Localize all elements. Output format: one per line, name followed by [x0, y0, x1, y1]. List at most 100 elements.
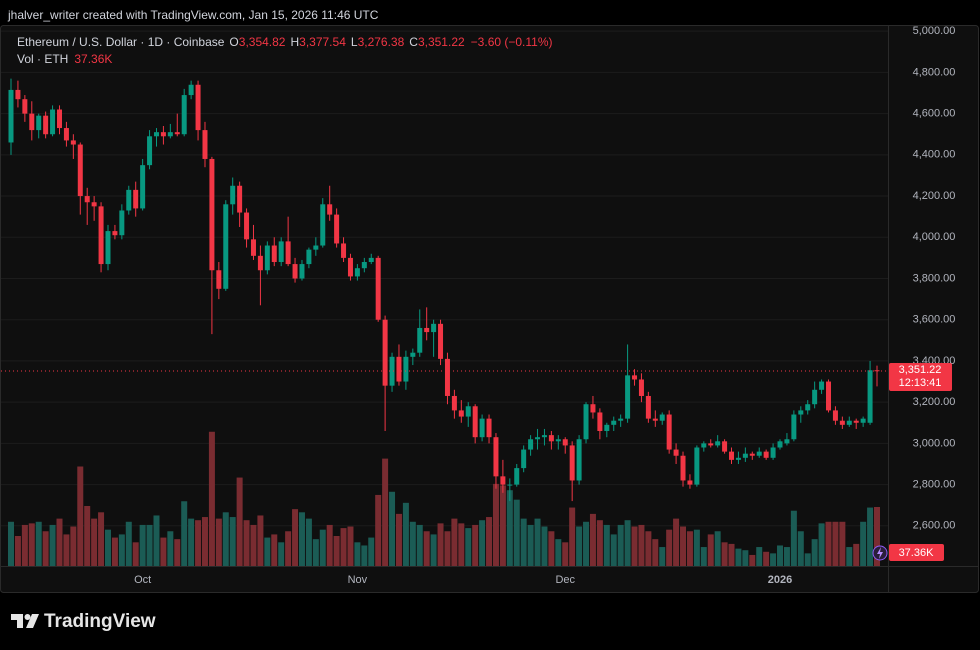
candle-body [91, 202, 97, 207]
candle-body [36, 115, 42, 131]
candle-body [666, 414, 672, 450]
candle-body [354, 268, 360, 277]
candle-body [625, 375, 631, 419]
volume-bar [8, 521, 14, 566]
volume-bar [382, 458, 389, 566]
candle-body [451, 395, 457, 411]
candle-body [770, 447, 776, 458]
candle-body [479, 418, 485, 438]
candle-body [465, 406, 471, 417]
candle-body [638, 379, 644, 396]
candle-body [56, 109, 62, 129]
volume-bar [444, 531, 451, 566]
candle-body [320, 204, 326, 246]
candle-body [555, 439, 561, 442]
candle-body [826, 381, 832, 411]
candle-body [278, 241, 284, 263]
candle-body [763, 451, 769, 458]
candle-body [271, 245, 277, 263]
countdown: 12:13:41 [899, 377, 942, 389]
volume-bar [645, 531, 652, 566]
volume-bar [513, 499, 520, 566]
volume-bar [181, 501, 188, 566]
volume-bar [728, 543, 735, 566]
y-tick-label: 4,800.00 [913, 66, 956, 78]
candle-body [244, 212, 250, 240]
volume-bar [534, 518, 541, 566]
volume-bar [278, 542, 285, 566]
tradingview-logo: TradingView [11, 611, 156, 632]
candle-body [306, 249, 312, 265]
candle-body [375, 257, 381, 320]
candle-body [112, 231, 118, 236]
volume-legend-value: 37.36K [74, 52, 112, 66]
y-tick-label: 3,600.00 [913, 314, 956, 326]
volume-bar [188, 518, 195, 566]
volume-bar [804, 553, 811, 566]
volume-bar [264, 537, 271, 566]
volume-bar [680, 526, 687, 566]
candle-body [652, 418, 658, 421]
candle-body [153, 132, 159, 137]
candle-body [105, 231, 111, 265]
volume-bar [125, 521, 132, 566]
candle-body [403, 356, 409, 382]
candle-body [846, 420, 852, 425]
volume-bar [368, 537, 375, 566]
x-tick-label: Dec [555, 574, 575, 586]
candle-body [458, 410, 464, 417]
volume-bar [874, 507, 880, 566]
candle-body [853, 420, 859, 423]
volume-bar [437, 523, 444, 566]
candle-body [687, 480, 693, 485]
volume-bar [167, 531, 174, 566]
candle-body [486, 418, 492, 438]
volume-bar [271, 534, 278, 566]
candle-body [147, 136, 153, 166]
volume-bar [458, 523, 465, 566]
volume-bar [631, 526, 638, 566]
volume-bar [763, 551, 770, 566]
volume-bar [63, 534, 70, 566]
volume-bar [659, 547, 666, 566]
volume-bar [790, 510, 797, 566]
volume-bar [735, 548, 742, 566]
volume-bar [499, 485, 506, 566]
volume-bar [91, 518, 98, 566]
candle-body [604, 424, 610, 432]
volume-bar [486, 517, 493, 566]
volume-bar [797, 531, 804, 566]
logo-mark [26, 614, 39, 628]
candle-body [368, 257, 374, 263]
y-tick-label: 3,000.00 [913, 437, 956, 449]
volume-bar [111, 537, 118, 566]
candle-body [188, 84, 194, 96]
candle-body [812, 389, 818, 405]
candle-body [583, 404, 589, 440]
volume-bar [527, 524, 534, 566]
volume-bar [479, 520, 486, 566]
last-price-tag [889, 362, 952, 391]
volume-bar [756, 547, 763, 566]
candle-body [361, 262, 367, 269]
y-tick-label: 4,400.00 [913, 149, 956, 161]
candle-body [389, 356, 395, 386]
volume-bar [714, 531, 721, 566]
volume-bar [98, 512, 105, 566]
candle-body [417, 327, 423, 353]
volume-tag [889, 544, 944, 561]
candle-body [237, 185, 243, 213]
volume-bar [610, 534, 617, 566]
volume-bar [70, 526, 77, 566]
volume-bar [354, 542, 361, 566]
legend-value: 3,354.82 [239, 35, 286, 49]
y-tick-label: 2,600.00 [913, 520, 956, 532]
candle-body [84, 196, 90, 203]
axes: 2,600.002,800.003,000.003,200.003,400.00… [1, 25, 955, 586]
candle-body [867, 370, 873, 423]
candle-body [264, 245, 270, 271]
candle-body [632, 375, 638, 380]
candle-body [410, 352, 416, 357]
candle-body [611, 420, 617, 425]
volume-bar [839, 521, 846, 566]
